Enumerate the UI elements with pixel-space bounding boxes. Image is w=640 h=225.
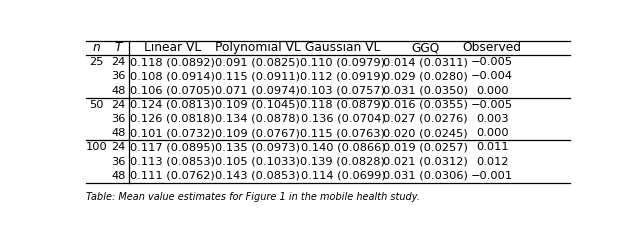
Text: 0.027 (0.0276): 0.027 (0.0276) (383, 114, 468, 124)
Text: T: T (115, 41, 122, 54)
Text: −0.005: −0.005 (471, 57, 513, 67)
Text: 0.139 (0.0828): 0.139 (0.0828) (300, 157, 385, 167)
Text: 0.031 (0.0350): 0.031 (0.0350) (383, 86, 468, 96)
Text: 0.029 (0.0280): 0.029 (0.0280) (383, 71, 468, 81)
Text: 0.012: 0.012 (476, 157, 508, 167)
Text: 24: 24 (111, 100, 126, 110)
Text: −0.001: −0.001 (471, 171, 513, 181)
Text: 0.016 (0.0355): 0.016 (0.0355) (383, 100, 468, 110)
Text: 0.143 (0.0853): 0.143 (0.0853) (215, 171, 300, 181)
Text: 24: 24 (111, 142, 126, 152)
Text: −0.005: −0.005 (471, 100, 513, 110)
Text: 36: 36 (111, 71, 126, 81)
Text: 0.113 (0.0853): 0.113 (0.0853) (130, 157, 215, 167)
Text: 0.101 (0.0732): 0.101 (0.0732) (130, 128, 214, 138)
Text: 0.021 (0.0312): 0.021 (0.0312) (383, 157, 468, 167)
Text: 0.111 (0.0762): 0.111 (0.0762) (130, 171, 214, 181)
Text: 0.140 (0.0866): 0.140 (0.0866) (301, 142, 385, 152)
Text: 0.031 (0.0306): 0.031 (0.0306) (383, 171, 468, 181)
Text: 25: 25 (90, 57, 104, 67)
Text: 36: 36 (111, 114, 126, 124)
Text: 0.112 (0.0919): 0.112 (0.0919) (300, 71, 385, 81)
Text: 0.136 (0.0704): 0.136 (0.0704) (301, 114, 385, 124)
Text: 48: 48 (111, 86, 126, 96)
Text: 0.126 (0.0818): 0.126 (0.0818) (130, 114, 214, 124)
Text: 0.071 (0.0974): 0.071 (0.0974) (215, 86, 300, 96)
Text: n: n (93, 41, 100, 54)
Text: 48: 48 (111, 128, 126, 138)
Text: 0.105 (0.1033): 0.105 (0.1033) (215, 157, 300, 167)
Text: Observed: Observed (463, 41, 522, 54)
Text: 0.014 (0.0311): 0.014 (0.0311) (383, 57, 468, 67)
Text: 0.019 (0.0257): 0.019 (0.0257) (383, 142, 468, 152)
Text: Gaussian VL: Gaussian VL (305, 41, 381, 54)
Text: 0.115 (0.0911): 0.115 (0.0911) (215, 71, 300, 81)
Text: 0.110 (0.0979): 0.110 (0.0979) (300, 57, 385, 67)
Text: 100: 100 (86, 142, 108, 152)
Text: Linear VL: Linear VL (143, 41, 201, 54)
Text: 0.109 (0.1045): 0.109 (0.1045) (215, 100, 300, 110)
Text: 0.115 (0.0763): 0.115 (0.0763) (300, 128, 385, 138)
Text: 0.000: 0.000 (476, 128, 509, 138)
Text: 24: 24 (111, 57, 126, 67)
Text: Polynomial VL: Polynomial VL (214, 41, 300, 54)
Text: −0.004: −0.004 (471, 71, 513, 81)
Text: 0.124 (0.0813): 0.124 (0.0813) (130, 100, 214, 110)
Text: 0.103 (0.0757): 0.103 (0.0757) (300, 86, 385, 96)
Text: GGQ: GGQ (411, 41, 440, 54)
Text: 0.106 (0.0705): 0.106 (0.0705) (130, 86, 214, 96)
Text: 0.003: 0.003 (476, 114, 509, 124)
Text: 36: 36 (111, 157, 126, 167)
Text: 0.134 (0.0878): 0.134 (0.0878) (215, 114, 300, 124)
Text: 48: 48 (111, 171, 126, 181)
Text: 0.135 (0.0973): 0.135 (0.0973) (215, 142, 300, 152)
Text: 50: 50 (90, 100, 104, 110)
Text: 0.114 (0.0699): 0.114 (0.0699) (301, 171, 385, 181)
Text: 0.091 (0.0825): 0.091 (0.0825) (215, 57, 300, 67)
Text: 0.108 (0.0914): 0.108 (0.0914) (130, 71, 214, 81)
Text: 0.118 (0.0892): 0.118 (0.0892) (130, 57, 214, 67)
Text: 0.020 (0.0245): 0.020 (0.0245) (383, 128, 468, 138)
Text: 0.109 (0.0767): 0.109 (0.0767) (215, 128, 300, 138)
Text: 0.118 (0.0879): 0.118 (0.0879) (300, 100, 385, 110)
Text: 0.117 (0.0895): 0.117 (0.0895) (130, 142, 215, 152)
Text: 0.000: 0.000 (476, 86, 509, 96)
Text: Table: Mean value estimates for Figure 1 in the mobile health study.: Table: Mean value estimates for Figure 1… (86, 192, 420, 202)
Text: 0.011: 0.011 (476, 142, 509, 152)
